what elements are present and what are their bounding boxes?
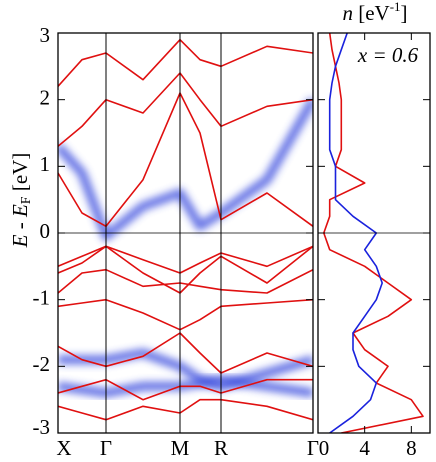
y-tick-label: 2: [40, 85, 51, 109]
band: [58, 398, 313, 421]
band: [58, 298, 313, 331]
x-tick-label: M: [171, 436, 190, 460]
x-tick-label: X: [56, 436, 71, 460]
band: [58, 268, 313, 294]
annotation: x = 0.6: [357, 43, 419, 67]
band: [58, 72, 313, 147]
y-tick-label: -1: [33, 285, 51, 309]
y-tick-label: 3: [40, 23, 51, 47]
x-tick-label: 0: [319, 436, 330, 460]
band: [58, 245, 313, 274]
x-tick-label: 4: [359, 436, 370, 460]
y-tick-label: 0: [40, 219, 51, 243]
x-tick-label: 8: [406, 436, 417, 460]
band-plot: [58, 38, 313, 421]
x-axis-label: n [eV-1]: [342, 0, 407, 25]
y-tick-label: 1: [40, 152, 51, 176]
band: [58, 97, 313, 241]
x-tick-label: R: [214, 436, 228, 460]
x-tick-label: Γ: [100, 436, 112, 460]
y-axis-label: E - EF [eV]: [8, 153, 34, 249]
x-tick-label: Γ: [307, 436, 319, 460]
y-tick-label: -2: [33, 352, 51, 376]
y-tick-label: -3: [33, 415, 51, 439]
